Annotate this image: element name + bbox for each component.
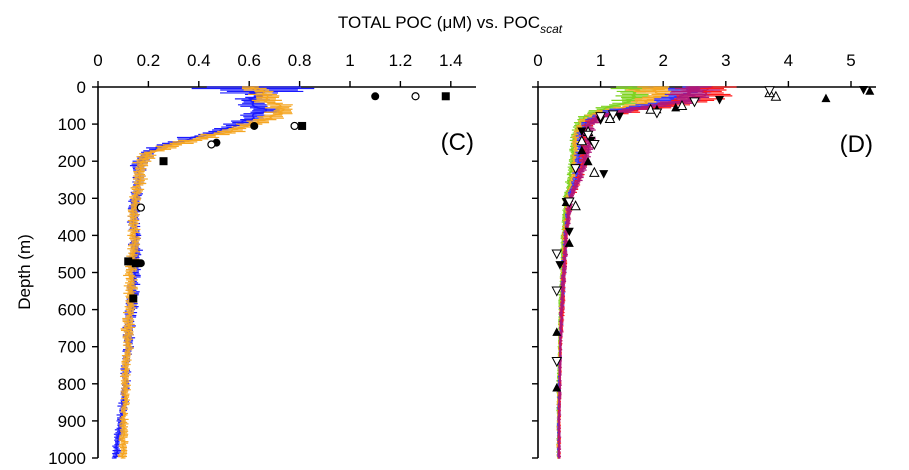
data-point (715, 95, 725, 105)
y-tick-label: 400 (58, 226, 86, 245)
data-point (577, 127, 587, 137)
y-tick-label: 1000 (48, 449, 86, 468)
data-point (411, 92, 420, 101)
data-point (552, 327, 562, 336)
profile-line (556, 86, 641, 459)
data-point (589, 166, 600, 177)
data-point (576, 135, 588, 146)
y-tick-label: 900 (58, 412, 86, 431)
panel-label: (D) (840, 131, 873, 158)
y-axis-label: Depth (m) (15, 234, 34, 310)
data-point (577, 145, 587, 155)
x-tick-label: 0 (93, 51, 102, 70)
data-point (607, 110, 619, 121)
data-point (551, 286, 563, 297)
data-point (821, 93, 831, 103)
y-tick-label: 100 (58, 115, 86, 134)
figure-title: TOTAL POC (μM) vs. POCscat (338, 13, 563, 36)
y-tick-label: 800 (58, 375, 86, 394)
data-point (551, 249, 563, 260)
y-tick-label: 500 (58, 264, 86, 283)
panel-c: 0 0.2 0.4 0.6 0.8 1 1.2 1.4 0 100 200 300 400 500 600 7… (48, 51, 476, 468)
data-point (250, 121, 259, 130)
x-tick-label: 5 (846, 51, 855, 70)
x-tick-label: 0.2 (137, 51, 161, 70)
data-point (595, 112, 606, 123)
x-tick-label: 1.2 (389, 51, 413, 70)
data-point (131, 259, 140, 268)
data-point (614, 112, 624, 122)
panel-label: (C) (441, 129, 474, 156)
x-tick-label: 4 (784, 51, 793, 70)
data-point (298, 121, 307, 130)
profile-line (558, 86, 701, 459)
data-point (441, 92, 450, 101)
y-tick-label: 600 (58, 301, 86, 320)
x-tick-label: 3 (721, 51, 730, 70)
data-point (651, 108, 663, 119)
y-tick-label: 300 (58, 189, 86, 208)
data-point (555, 261, 565, 270)
x-tick-label: 2 (658, 51, 667, 70)
data-point (582, 130, 594, 141)
data-point (599, 170, 609, 179)
data-point (207, 140, 216, 149)
data-point (563, 197, 575, 208)
data-point (552, 383, 562, 392)
data-point (564, 227, 574, 237)
data-point (570, 200, 581, 211)
data-point (371, 92, 380, 101)
data-point (124, 257, 133, 266)
data-point (859, 85, 869, 95)
y-tick-label: 200 (58, 152, 86, 171)
data-point (676, 99, 688, 111)
x-tick-label: 0.6 (237, 51, 261, 70)
y-tick-label: 700 (58, 338, 86, 357)
x-tick-label: 0.8 (288, 51, 312, 70)
data-point (129, 294, 138, 303)
data-point (551, 357, 563, 368)
x-tick-label: 0.4 (187, 51, 211, 70)
data-point (865, 86, 875, 95)
data-point (159, 157, 168, 166)
profile-line (120, 86, 286, 459)
data-point (564, 238, 574, 247)
data-point (764, 86, 775, 97)
x-tick-label: 1 (345, 51, 354, 70)
panel-d: 0 1 2 3 4 5 (D) (532, 51, 876, 459)
data-point (290, 121, 299, 131)
data-point (136, 203, 145, 212)
x-tick-label: 1 (596, 51, 605, 70)
data-point (570, 164, 581, 175)
x-tick-label: 0 (533, 51, 542, 70)
x-tick-label: 1.4 (439, 51, 463, 70)
data-point (689, 97, 700, 108)
y-tick-label: 0 (77, 78, 86, 97)
data-point (589, 140, 600, 151)
data-point (583, 156, 593, 166)
